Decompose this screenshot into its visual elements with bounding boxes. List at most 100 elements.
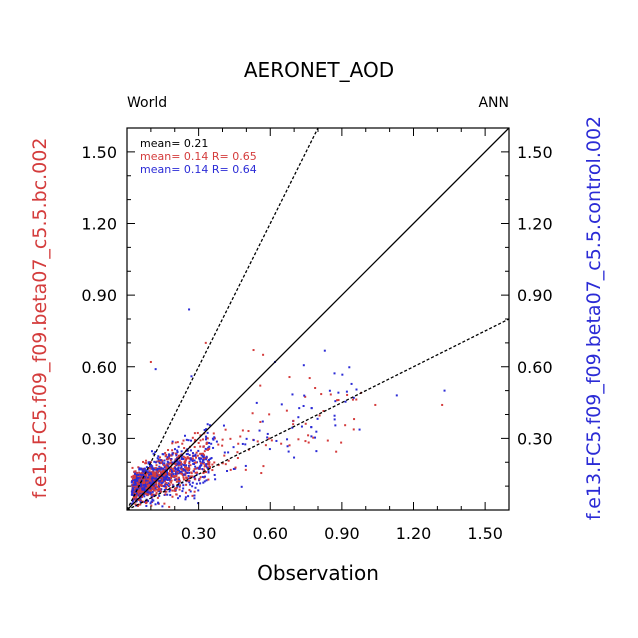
data-point-bc <box>141 478 144 481</box>
data-point-control <box>186 452 189 455</box>
data-point-bc <box>229 468 232 471</box>
data-point-control <box>155 483 158 486</box>
data-point-bc <box>183 460 186 463</box>
stats-annotation: mean= 0.21 <box>140 137 208 150</box>
data-point-control <box>140 473 143 476</box>
data-point-bc <box>158 489 161 492</box>
data-point-control <box>168 454 171 457</box>
data-point-control <box>166 471 169 474</box>
data-point-control <box>234 467 237 470</box>
data-point-control <box>135 472 138 475</box>
data-point-control <box>139 484 142 487</box>
data-point-bc <box>164 455 167 458</box>
data-point-bc <box>171 468 174 471</box>
data-point-bc <box>160 484 163 487</box>
data-point-control <box>161 505 164 508</box>
data-point-control <box>180 465 183 468</box>
data-point-bc <box>175 471 178 474</box>
data-point-bc <box>134 492 137 495</box>
data-point-control <box>187 439 190 442</box>
data-point-control <box>143 475 146 478</box>
data-point-control <box>150 477 153 480</box>
data-point-control <box>202 481 205 484</box>
data-point-bc <box>144 462 147 465</box>
data-point-bc <box>247 430 250 433</box>
data-point-control <box>135 475 138 478</box>
data-point-bc <box>188 488 191 491</box>
data-point-bc <box>151 485 154 488</box>
data-point-bc <box>183 447 186 450</box>
data-point-control <box>244 443 247 446</box>
data-point-control <box>150 486 153 489</box>
data-point-bc <box>208 461 211 464</box>
data-point-control <box>145 469 148 472</box>
data-point-bc <box>144 501 147 504</box>
data-point-control <box>293 456 296 459</box>
data-point-control <box>241 442 244 445</box>
data-point-bc <box>157 488 160 491</box>
data-point-bc <box>268 413 271 416</box>
data-point-bc <box>148 483 151 486</box>
data-point-bc <box>138 498 141 501</box>
data-point-bc <box>162 470 165 473</box>
data-point-bc <box>236 451 239 454</box>
data-point-bc <box>184 466 187 469</box>
data-point-bc <box>165 490 168 493</box>
data-point-control <box>165 488 168 491</box>
data-point-control <box>187 464 190 467</box>
data-point-control <box>169 468 172 471</box>
data-point-bc <box>148 487 151 490</box>
data-point-bc <box>133 476 136 479</box>
data-point-bc <box>217 464 220 467</box>
data-point-control <box>153 460 156 463</box>
data-point-control <box>180 456 183 459</box>
data-point-control <box>195 482 198 485</box>
data-point-bc <box>374 403 377 406</box>
data-point-control <box>204 475 207 478</box>
data-point-bc <box>318 414 321 417</box>
data-point-control <box>266 432 269 435</box>
data-point-control <box>138 467 141 470</box>
data-point-bc <box>134 503 137 506</box>
data-point-control <box>145 466 148 469</box>
data-point-control <box>132 498 135 501</box>
data-point-control <box>155 467 158 470</box>
data-point-control <box>187 477 190 480</box>
data-point-control <box>186 449 189 452</box>
data-point-bc <box>155 491 158 494</box>
data-point-bc <box>159 476 162 479</box>
data-point-bc <box>150 474 153 477</box>
data-point-control <box>190 375 193 378</box>
data-point-bc <box>176 441 179 444</box>
data-point-control <box>215 440 218 443</box>
data-point-bc <box>170 481 173 484</box>
data-point-control <box>168 453 171 456</box>
data-point-bc <box>180 463 183 466</box>
data-point-bc <box>165 481 168 484</box>
data-point-bc <box>203 465 206 468</box>
data-point-bc <box>221 462 224 465</box>
data-point-bc <box>244 468 247 471</box>
data-point-control <box>142 493 145 496</box>
data-point-bc <box>148 470 151 473</box>
data-point-control <box>157 467 160 470</box>
data-point-control <box>157 455 160 458</box>
data-point-control <box>202 456 205 459</box>
data-point-control <box>195 473 198 476</box>
data-point-control <box>176 451 179 454</box>
data-point-bc <box>160 461 163 464</box>
data-point-bc <box>157 474 160 477</box>
data-point-control <box>198 457 201 460</box>
data-point-control <box>191 459 194 462</box>
data-point-bc <box>191 436 194 439</box>
data-point-control <box>201 475 204 478</box>
data-point-control <box>137 473 140 476</box>
data-point-control <box>184 498 187 501</box>
data-point-control <box>302 364 305 367</box>
data-point-bc <box>280 442 283 445</box>
data-point-control <box>158 494 161 497</box>
data-point-bc <box>168 456 171 459</box>
data-point-bc <box>169 459 172 462</box>
data-point-control <box>188 454 191 457</box>
data-point-bc <box>153 486 156 489</box>
